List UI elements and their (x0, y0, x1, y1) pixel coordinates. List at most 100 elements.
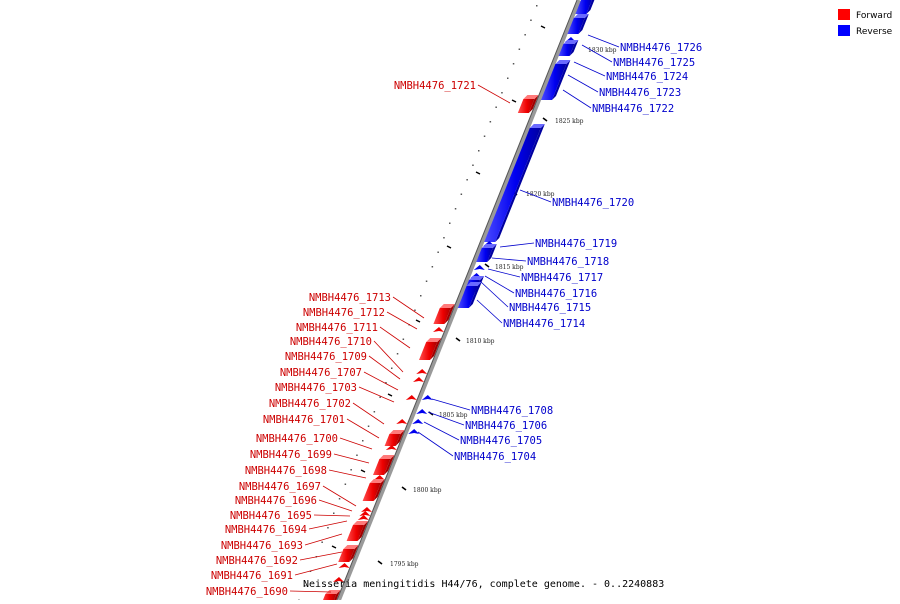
gene-body (558, 44, 575, 56)
gene-label-text: NMBH4476_1713 (309, 292, 391, 304)
scale-dot (466, 179, 468, 181)
scale-dot (518, 48, 521, 50)
gene-features[interactable] (321, 0, 597, 604)
gene-NMBH4476_1722[interactable] (541, 60, 571, 100)
scale-dot (530, 19, 532, 21)
scale-minor-ticks (298, 5, 538, 601)
gene-NMBH4476_1695[interactable] (357, 515, 369, 520)
gene-label-NMBH4476_1691: NMBH4476_1691 (211, 563, 338, 582)
scale-dash (415, 319, 421, 323)
gene-label-text: NMBH4476_1725 (613, 57, 695, 69)
gene-label-leader (476, 299, 503, 324)
scale-dot (478, 150, 480, 152)
gene-side (552, 60, 571, 100)
scale-dot (338, 498, 341, 500)
gene-top (325, 590, 341, 594)
gene-side (430, 338, 442, 360)
scale-dot (402, 338, 405, 340)
gene-label-NMBH4476_1715: NMBH4476_1715 (480, 281, 591, 314)
gene-NMBH4476_1703[interactable] (396, 419, 408, 424)
gene-label-leader (358, 386, 395, 403)
gene-label-leader (352, 402, 385, 425)
gene-side (495, 124, 545, 242)
gene-NMBH4476_1697[interactable] (361, 507, 372, 512)
gene-label-leader (289, 590, 332, 593)
gene-label-leader (363, 371, 399, 391)
gene-NMBH4476_1714[interactable] (457, 282, 482, 308)
gene-NMBH4476_1709[interactable] (413, 377, 424, 382)
gene-NMBH4476_1707[interactable] (405, 395, 417, 400)
gene-label-NMBH4476_1699: NMBH4476_1699 (250, 449, 370, 464)
gene-NMBH4476_1696[interactable] (359, 511, 371, 516)
gene-NMBH4476_1699[interactable] (373, 475, 385, 480)
gene-NMBH4476_1701[interactable] (385, 445, 397, 450)
gene-label-NMBH4476_1697: NMBH4476_1697 (239, 481, 357, 507)
gene-label-text: NMBH4476_1708 (471, 405, 553, 417)
gene-NMBH4476_1710[interactable] (416, 369, 428, 374)
gene-NMBH4476_1691[interactable] (333, 577, 344, 582)
gene-label-NMBH4476_1693: NMBH4476_1693 (221, 533, 343, 552)
gene-NMBH4476_1694[interactable] (346, 521, 368, 541)
gene-label-text: NMBH4476_1694 (225, 524, 307, 536)
gene-top (353, 521, 368, 525)
gene-NMBH4476_1718[interactable] (476, 244, 497, 262)
gene-top (389, 430, 405, 434)
gene-label-text: NMBH4476_1693 (221, 540, 303, 552)
scale-tick-label: 1815 kbp (495, 264, 524, 271)
gene-NMBH4476_1692[interactable] (338, 563, 350, 568)
gene-NMBH4476_1706[interactable] (416, 409, 428, 414)
gene-body (359, 511, 371, 516)
gene-body (346, 525, 364, 541)
gene-label-NMBH4476_1710: NMBH4476_1710 (290, 336, 404, 373)
gene-NMBH4476_1708[interactable] (421, 395, 433, 400)
gene-NMBH4476_1698[interactable] (362, 479, 385, 501)
gene-NMBH4476_1702[interactable] (384, 430, 405, 446)
gene-NMBH4476_1721[interactable] (517, 95, 539, 113)
gene-body (473, 265, 485, 270)
gene-side (468, 282, 482, 308)
scale-dash (540, 25, 546, 29)
gene-NMBH4476_1693[interactable] (338, 545, 359, 562)
gene-NMBH4476_1713[interactable] (433, 304, 455, 324)
gene-NMBH4476_1717[interactable] (473, 265, 485, 270)
scale-dot (507, 77, 509, 79)
gene-NMBH4476_1700[interactable] (373, 455, 395, 475)
gene-body (385, 445, 397, 450)
gene-label-leader (431, 398, 471, 411)
gene-label-text: NMBH4476_1717 (521, 272, 603, 284)
gene-body (362, 483, 381, 501)
gene-label-NMBH4476_1719: NMBH4476_1719 (499, 238, 617, 250)
gene-label-leader (477, 84, 511, 104)
gene-body (373, 475, 385, 480)
legend: Forward Reverse (838, 9, 893, 37)
gene-side (357, 521, 368, 541)
scale-dot (391, 367, 393, 369)
scale-dot (321, 541, 323, 543)
gene-label-text: NMBH4476_1718 (527, 256, 609, 268)
gene-label-NMBH4476_1712: NMBH4476_1712 (303, 307, 418, 330)
gene-NMBH4476_1704[interactable] (408, 429, 420, 434)
gene-NMBH4476_1705[interactable] (412, 419, 424, 424)
gene-labels: NMBH4476_1726 NMBH4476_1725 NMBH4476_1724 N… (206, 34, 702, 598)
gene-body (433, 327, 444, 332)
scale-tick (377, 560, 383, 565)
scale-tick (542, 117, 548, 122)
gene-top (426, 338, 442, 342)
gene-label-leader (573, 61, 606, 77)
gene-label-NMBH4476_1718: NMBH4476_1718 (491, 256, 609, 268)
gene-NMBH4476_1712[interactable] (433, 327, 444, 332)
gene-label-NMBH4476_1720: NMBH4476_1720 (519, 189, 634, 209)
gene-NMBH4476_1720[interactable] (484, 124, 545, 242)
scale-dot (350, 469, 352, 471)
gene-NMBH4476_1726[interactable] (575, 0, 597, 14)
gene-label-NMBH4476_1714: NMBH4476_1714 (476, 299, 585, 330)
scale-dot (437, 251, 439, 253)
gene-NMBH4476_1723[interactable] (558, 40, 579, 56)
gene-NMBH4476_1711[interactable] (419, 338, 442, 360)
gene-top (439, 304, 455, 308)
gene-label-text: NMBH4476_1705 (460, 435, 542, 447)
gene-NMBH4476_1725[interactable] (567, 14, 589, 34)
gene-label-text: NMBH4476_1721 (394, 80, 476, 92)
gene-label-text: NMBH4476_1722 (592, 103, 674, 115)
